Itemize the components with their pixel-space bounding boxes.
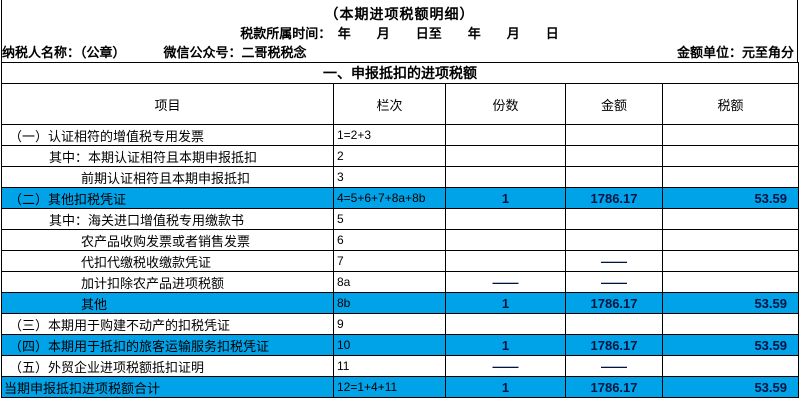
amount-unit-label: 金额单位：元至角分 bbox=[676, 45, 794, 60]
cell-col-no: 9 bbox=[333, 313, 446, 335]
cell-amount bbox=[565, 313, 663, 335]
cell-col-no: 11 bbox=[333, 355, 446, 377]
cell-col-no: 6 bbox=[333, 229, 446, 251]
cell-tax bbox=[662, 145, 799, 167]
cell-tax bbox=[662, 208, 799, 230]
col-header-item: 项目 bbox=[1, 83, 334, 125]
table-row: （五）外贸企业进项税额抵扣证明 11 —— —— bbox=[1, 355, 799, 377]
cell-amount bbox=[565, 124, 663, 146]
cell-amount bbox=[565, 208, 663, 230]
taxpayer-label: 纳税人名称：（公章） bbox=[2, 45, 126, 60]
cell-col-no: 8b bbox=[333, 292, 446, 314]
cell-item: 其中：本期认证相符且本期申报抵扣 bbox=[1, 145, 334, 167]
wechat-account-label: 微信公众号：二哥税税念 bbox=[163, 45, 307, 60]
cell-amount: —— bbox=[565, 250, 663, 272]
cell-count bbox=[445, 166, 566, 188]
table-row: （三）本期用于购建不动产的扣税凭证 9 bbox=[1, 313, 799, 335]
section-title: 一、申报抵扣的进项税额 bbox=[1, 62, 799, 84]
cell-amount: 1786.17 bbox=[565, 334, 663, 356]
cell-amount bbox=[565, 145, 663, 167]
cell-item: 其他 bbox=[1, 292, 334, 314]
cell-count bbox=[445, 250, 566, 272]
cell-col-no: 4=5+6+7+8a+8b bbox=[333, 187, 446, 209]
cell-col-no: 10 bbox=[333, 334, 446, 356]
table-row: 前期认证相符且本期申报抵扣 3 bbox=[1, 166, 799, 188]
form-meta-line: 纳税人名称：（公章） 微信公众号：二哥税税念 金额单位：元至角分 bbox=[2, 44, 797, 61]
table-row: （一）认证相符的增值税专用发票 1=2+3 bbox=[1, 124, 799, 146]
form-header: （本期进项税额明细） 税款所属时间： 年 月 日至 年 月 日 纳税人名称：（公… bbox=[1, 0, 798, 62]
cell-count: 1 bbox=[445, 187, 566, 209]
cell-amount bbox=[565, 229, 663, 251]
cell-item: （五）外贸企业进项税额抵扣证明 bbox=[1, 355, 334, 377]
cell-col-no: 5 bbox=[333, 208, 446, 230]
column-header-row: 项目 栏次 份数 金额 税额 bbox=[1, 83, 799, 125]
cell-count bbox=[445, 313, 566, 335]
cell-item: 其中：海关进口增值税专用缴款书 bbox=[1, 208, 334, 230]
table-row: （四）本期用于抵扣的旅客运输服务扣税凭证 10 1 1786.17 53.59 bbox=[1, 334, 799, 356]
table-row: 代扣代缴税收缴款凭证 7 —— bbox=[1, 250, 799, 272]
cell-count bbox=[445, 145, 566, 167]
cell-amount bbox=[565, 166, 663, 188]
cell-col-no: 7 bbox=[333, 250, 446, 272]
cell-tax bbox=[662, 166, 799, 188]
cell-count bbox=[445, 208, 566, 230]
cell-item: （二）其他扣税凭证 bbox=[1, 187, 334, 209]
cell-col-no: 8a bbox=[333, 271, 446, 293]
col-header-count: 份数 bbox=[445, 83, 566, 125]
cell-amount: 1786.17 bbox=[565, 292, 663, 314]
cell-tax: 53.59 bbox=[662, 376, 799, 398]
table-row: 其他 8b 1 1786.17 53.59 bbox=[1, 292, 799, 314]
cell-count: 1 bbox=[445, 334, 566, 356]
cell-amount: 1786.17 bbox=[565, 376, 663, 398]
cell-tax bbox=[662, 271, 799, 293]
input-tax-table: 一、申报抵扣的进项税额 项目 栏次 份数 金额 税额 （一）认证相符的增值税专用… bbox=[1, 62, 799, 398]
col-header-col-no: 栏次 bbox=[333, 83, 446, 125]
table-row: 加计扣除农产品进项税额 8a —— —— bbox=[1, 271, 799, 293]
cell-count: 1 bbox=[445, 376, 566, 398]
cell-tax bbox=[662, 250, 799, 272]
cell-count: —— bbox=[445, 271, 566, 293]
page-title: （本期进项税额明细） bbox=[324, 6, 475, 22]
table-row: （二）其他扣税凭证 4=5+6+7+8a+8b 1 1786.17 53.59 bbox=[1, 187, 799, 209]
cell-amount: —— bbox=[565, 271, 663, 293]
table-row: 当期申报抵扣进项税额合计 12=1+4+11 1 1786.17 53.59 bbox=[1, 376, 799, 398]
col-header-tax: 税额 bbox=[662, 83, 799, 125]
cell-item: 当期申报抵扣进项税额合计 bbox=[1, 376, 334, 398]
cell-count bbox=[445, 124, 566, 146]
cell-tax: 53.59 bbox=[662, 334, 799, 356]
cell-amount: 1786.17 bbox=[565, 187, 663, 209]
cell-item: 农产品收购发票或者销售发票 bbox=[1, 229, 334, 251]
cell-count: 1 bbox=[445, 292, 566, 314]
cell-item: （一）认证相符的增值税专用发票 bbox=[1, 124, 334, 146]
cell-item: 加计扣除农产品进项税额 bbox=[1, 271, 334, 293]
cell-tax bbox=[662, 313, 799, 335]
cell-tax: 53.59 bbox=[662, 187, 799, 209]
cell-item: 前期认证相符且本期申报抵扣 bbox=[1, 166, 334, 188]
tax-period-line: 税款所属时间： 年 月 日至 年 月 日 bbox=[240, 26, 559, 41]
section-header-row: 一、申报抵扣的进项税额 bbox=[1, 62, 799, 84]
col-header-amount: 金额 bbox=[565, 83, 663, 125]
table-row: 其中：本期认证相符且本期申报抵扣 2 bbox=[1, 145, 799, 167]
cell-tax: 53.59 bbox=[662, 292, 799, 314]
table-row: 其中：海关进口增值税专用缴款书 5 bbox=[1, 208, 799, 230]
cell-item: （三）本期用于购建不动产的扣税凭证 bbox=[1, 313, 334, 335]
cell-col-no: 2 bbox=[333, 145, 446, 167]
cell-item: 代扣代缴税收缴款凭证 bbox=[1, 250, 334, 272]
cell-col-no: 1=2+3 bbox=[333, 124, 446, 146]
cell-count bbox=[445, 229, 566, 251]
cell-tax bbox=[662, 355, 799, 377]
cell-item: （四）本期用于抵扣的旅客运输服务扣税凭证 bbox=[1, 334, 334, 356]
cell-tax bbox=[662, 124, 799, 146]
table-row: 农产品收购发票或者销售发票 6 bbox=[1, 229, 799, 251]
cell-col-no: 3 bbox=[333, 166, 446, 188]
cell-tax bbox=[662, 229, 799, 251]
cell-col-no: 12=1+4+11 bbox=[333, 376, 446, 398]
cell-amount: —— bbox=[565, 355, 663, 377]
cell-count: —— bbox=[445, 355, 566, 377]
